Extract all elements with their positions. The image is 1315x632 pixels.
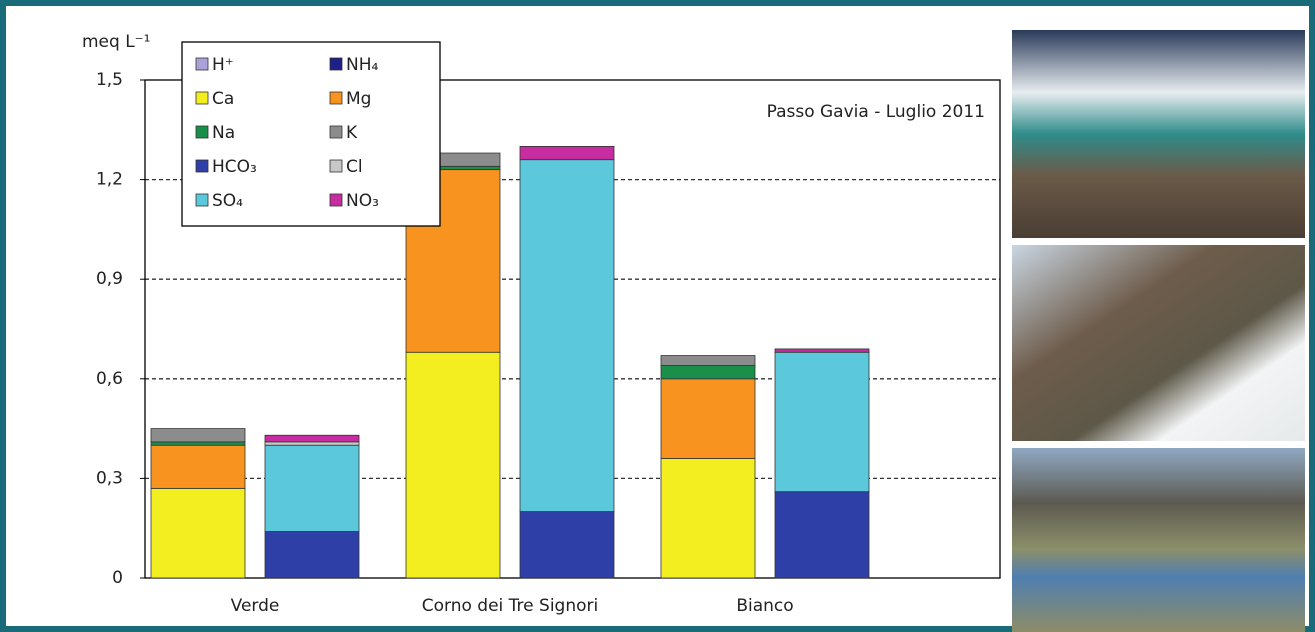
bar-segment (264, 531, 360, 579)
y-tick-label: 0,3 (96, 468, 123, 488)
legend-swatch (195, 57, 209, 71)
bar-segment (519, 145, 615, 161)
y-tick-label: 0,9 (96, 269, 123, 289)
legend-label: Mg (346, 89, 371, 109)
bar-segment (150, 428, 246, 443)
x-tick-label: Bianco (736, 596, 793, 616)
bar-segment (774, 348, 870, 353)
bar-segment (264, 444, 360, 532)
legend-label: K (346, 123, 358, 143)
bar-segment (660, 365, 756, 380)
legend-swatch (329, 125, 343, 139)
annotation: Passo Gavia - Luglio 2011 (767, 102, 985, 122)
bar-segment (774, 491, 870, 579)
bar-segment (150, 441, 246, 446)
legend-swatch (329, 193, 343, 207)
bar-segment (405, 351, 501, 579)
legend-label: NH₄ (346, 55, 379, 75)
bar-segment (264, 434, 360, 443)
y-tick-label: 0,6 (96, 369, 123, 389)
legend-swatch (195, 91, 209, 105)
bar-segment (519, 511, 615, 579)
legend-swatch (329, 57, 343, 71)
legend-swatch (329, 159, 343, 173)
legend-box (181, 41, 441, 227)
bar-segment (660, 355, 756, 366)
legend-label: HCO₃ (212, 157, 257, 177)
legend-swatch (195, 125, 209, 139)
legend-label: Na (212, 123, 235, 143)
legend-swatch (195, 193, 209, 207)
y-tick-label: 1,5 (96, 70, 123, 90)
bar-segment (660, 378, 756, 459)
y-tick-label: 1,2 (96, 170, 123, 190)
legend-label: H⁺ (212, 55, 234, 75)
bar-segment (660, 458, 756, 579)
legend-label: NO₃ (346, 191, 379, 211)
x-tick-label: Verde (231, 596, 280, 616)
y-axis-label: meq L⁻¹ (82, 32, 150, 52)
legend-label: Cl (346, 157, 363, 177)
bar-segment (774, 351, 870, 493)
bar-segment (264, 441, 360, 446)
legend-swatch (329, 91, 343, 105)
lake-photo (1012, 448, 1305, 632)
bar-segment (150, 487, 246, 579)
x-tick-label: Corno dei Tre Signori (422, 596, 598, 616)
legend-swatch (195, 159, 209, 173)
bar-segment (519, 159, 615, 513)
legend-label: Ca (212, 89, 234, 109)
y-tick-label: 0 (112, 568, 123, 588)
lake-photo (1012, 30, 1305, 238)
bar-segment (150, 444, 246, 489)
lake-photo (1012, 245, 1305, 441)
legend-label: SO₄ (212, 191, 243, 211)
